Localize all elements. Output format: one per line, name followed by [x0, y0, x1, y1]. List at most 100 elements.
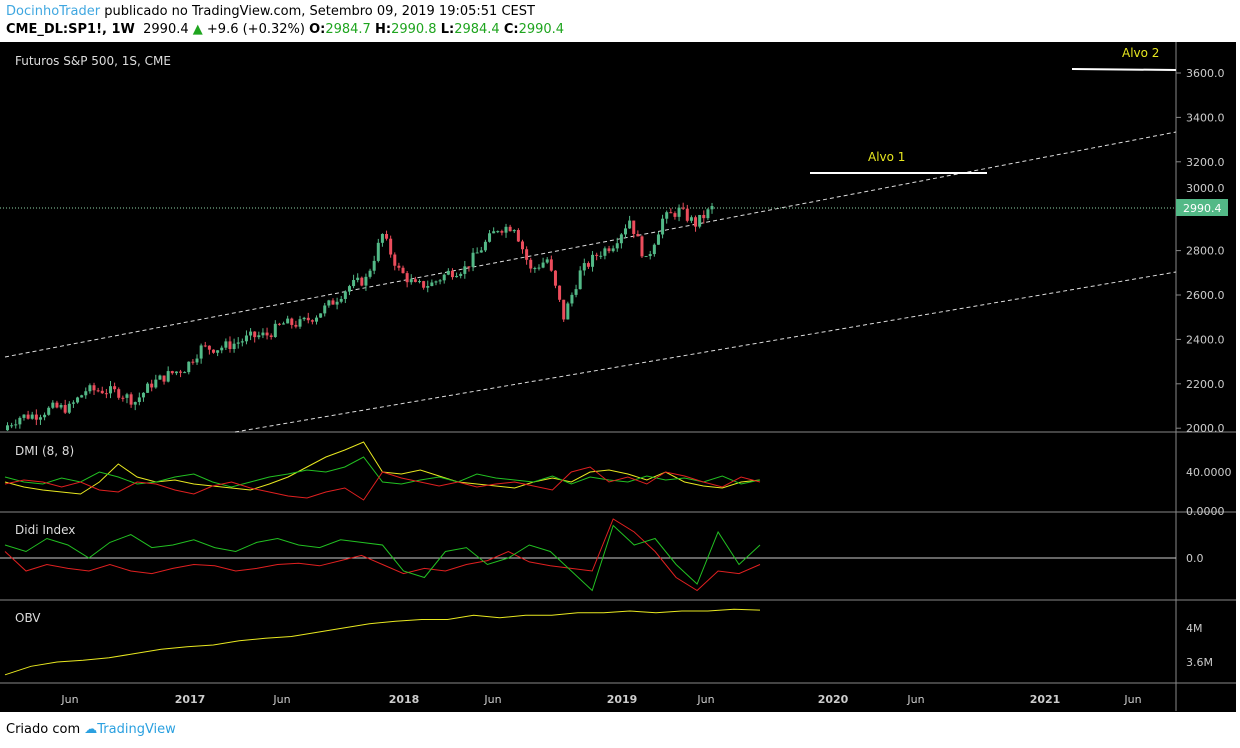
alvo2-line[interactable] [1071, 68, 1177, 71]
lower-channel-line[interactable] [234, 271, 1177, 433]
candle-body [191, 361, 195, 363]
candle-body [51, 402, 55, 408]
footer: Criado com ☁TradingView [6, 722, 176, 737]
candle-body [426, 286, 430, 288]
time-axis-label: Jun [696, 693, 714, 706]
candle-body [257, 335, 261, 338]
candle-body [582, 263, 586, 271]
candle-body [385, 233, 389, 239]
time-axis-label: Jun [60, 693, 78, 706]
candle-body [446, 270, 450, 275]
dmi-minus-line [4, 466, 761, 501]
candle-body [438, 280, 442, 282]
candle-body [496, 231, 500, 233]
candle-body [702, 214, 706, 219]
candle-body [199, 345, 203, 359]
candle-body [18, 417, 22, 425]
tradingview-logo-icon: ☁ [84, 722, 98, 737]
candle-body [624, 228, 627, 235]
candle-body [558, 285, 562, 300]
low-label: L: [440, 22, 455, 37]
candle-body [92, 385, 96, 391]
author-link[interactable]: DocinhoTrader [6, 4, 101, 19]
candle-body [55, 402, 59, 408]
candle-body [376, 242, 380, 261]
candle-body [553, 270, 557, 286]
close-value: 2990.4 [518, 22, 565, 37]
candle-body [418, 281, 421, 283]
candle-body [170, 371, 174, 374]
candle-body [442, 274, 446, 281]
candle-body [298, 319, 302, 327]
candle-body [504, 226, 508, 233]
candle-body [644, 256, 648, 258]
close-label: C: [503, 22, 519, 37]
didi-pane-title: Didi Index [15, 523, 75, 537]
candle-body [648, 254, 652, 257]
candle-body [549, 259, 553, 271]
candle-body [615, 243, 619, 249]
time-axis-label: 2017 [175, 693, 206, 706]
candle-body [356, 277, 360, 281]
candle-body [389, 238, 393, 255]
time-axis-label: 2019 [607, 693, 638, 706]
candle-body [277, 323, 281, 325]
candle-body [26, 414, 30, 419]
candle-body [525, 249, 529, 260]
candle-body [591, 254, 595, 267]
candle-body [261, 332, 265, 336]
candle-body [570, 294, 574, 304]
candle-body [685, 208, 689, 221]
publish-info: DocinhoTrader publicado no TradingView.c… [6, 4, 535, 19]
chart-canvas[interactable]: Futuros S&P 500, 1S, CME DMI (8, 8) Didi… [0, 42, 1236, 712]
low-value: 2984.4 [454, 22, 500, 37]
candle-body [698, 214, 702, 227]
didi-red-line [4, 518, 761, 592]
candle-body [323, 305, 327, 314]
candle-body [141, 392, 145, 398]
candle-body [158, 375, 162, 380]
candle-body [360, 277, 364, 286]
time-axis-label: 2020 [818, 693, 849, 706]
candle-body [166, 371, 170, 382]
candle-body [455, 275, 459, 278]
tradingview-link[interactable]: TradingView [97, 722, 176, 737]
time-axis-label: Jun [906, 693, 924, 706]
candle-body [228, 341, 232, 350]
candle-body [492, 231, 496, 234]
candle-body [694, 217, 698, 227]
candle-body [339, 298, 343, 302]
dmi-axis-0: 0.0000 [1186, 505, 1225, 518]
candle-body [401, 267, 405, 274]
candle-body [253, 331, 257, 338]
upper-channel-line[interactable] [4, 131, 1177, 358]
candle-body [80, 395, 84, 398]
candle-body [125, 394, 129, 398]
price-axis-label: 2200.0 [1186, 378, 1225, 391]
candle-body [306, 317, 310, 321]
candle-body [529, 259, 533, 269]
obv-axis-4m: 4M [1186, 622, 1203, 635]
candle-body [500, 231, 504, 233]
candle-body [488, 233, 492, 242]
candle-body [566, 303, 570, 320]
symbol: CME_DL:SP1!, 1W [6, 22, 135, 37]
candle-body [710, 206, 714, 210]
price-axis-label: 3200.0 [1186, 156, 1225, 169]
price-axis-label: 3000.0 [1186, 182, 1225, 195]
footer-label: Criado com [6, 722, 81, 737]
candle-body [368, 270, 372, 277]
candle-body [343, 291, 347, 299]
candle-body [100, 390, 104, 394]
candle-body [533, 268, 537, 270]
candle-body [137, 397, 141, 403]
price-axis-label: 2600.0 [1186, 289, 1225, 302]
candle-body [179, 371, 183, 373]
candle-body [483, 241, 487, 251]
candle-body [71, 402, 75, 404]
candle-body [669, 212, 673, 214]
candle-body [636, 234, 640, 237]
high-value: 2990.8 [391, 22, 437, 37]
open-value: 2984.7 [325, 22, 371, 37]
price-axis-label: 2800.0 [1186, 245, 1225, 258]
